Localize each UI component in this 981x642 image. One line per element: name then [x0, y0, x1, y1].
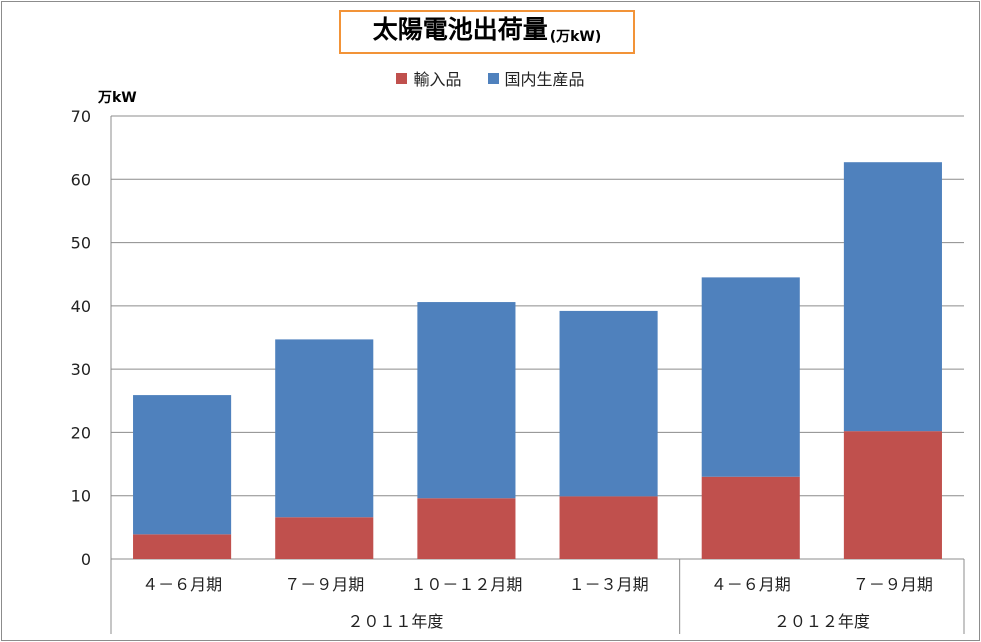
- legend-swatch-domestic: [487, 72, 499, 84]
- legend-label-domestic: 国内生産品: [504, 70, 585, 89]
- legend-swatch-import: [396, 72, 408, 84]
- bar-domestic: [133, 395, 232, 535]
- x-group-label: ２０１２年度: [774, 612, 870, 631]
- bar-import: [701, 476, 800, 559]
- y-tick-label: 70: [71, 107, 91, 126]
- bar-import: [559, 496, 658, 559]
- chart-title-unit: (万kW): [549, 29, 602, 45]
- bar-domestic: [275, 339, 374, 518]
- chart-title-box: 太陽電池出荷量 (万kW): [339, 10, 635, 54]
- bar-domestic: [417, 302, 516, 499]
- bar-import: [417, 498, 516, 559]
- x-tick-label: ７－９月期: [284, 575, 364, 594]
- chart-title: 太陽電池出荷量: [372, 15, 548, 44]
- bar-import: [133, 534, 232, 559]
- x-tick-label: ４－６月期: [142, 575, 222, 594]
- x-tick-label: ７－９月期: [853, 575, 933, 594]
- y-tick-label: 10: [71, 487, 91, 506]
- y-tick-label: 30: [71, 360, 91, 379]
- legend-label-import: 輸入品: [413, 70, 462, 89]
- y-tick-label: 20: [71, 423, 91, 442]
- x-group-label: ２０１１年度: [347, 612, 443, 631]
- x-tick-label: ４－６月期: [711, 575, 791, 594]
- legend: 輸入品 国内生産品: [0, 66, 981, 90]
- x-tick-label: １－３月期: [569, 575, 649, 594]
- bar-import: [275, 517, 374, 559]
- bar-domestic: [843, 162, 942, 432]
- y-tick-label: 40: [71, 297, 91, 316]
- y-tick-label: 60: [71, 170, 91, 189]
- y-tick-label: 0: [81, 550, 91, 569]
- y-axis-unit-label: 万kW: [98, 90, 137, 106]
- legend-item-import: 輸入品: [396, 66, 462, 90]
- y-tick-label: 50: [71, 234, 91, 253]
- x-tick-label: １０－１２月期: [410, 575, 522, 594]
- bar-import: [843, 431, 942, 559]
- bar-domestic: [559, 310, 658, 497]
- legend-item-domestic: 国内生産品: [487, 66, 585, 90]
- bar-domestic: [701, 277, 800, 477]
